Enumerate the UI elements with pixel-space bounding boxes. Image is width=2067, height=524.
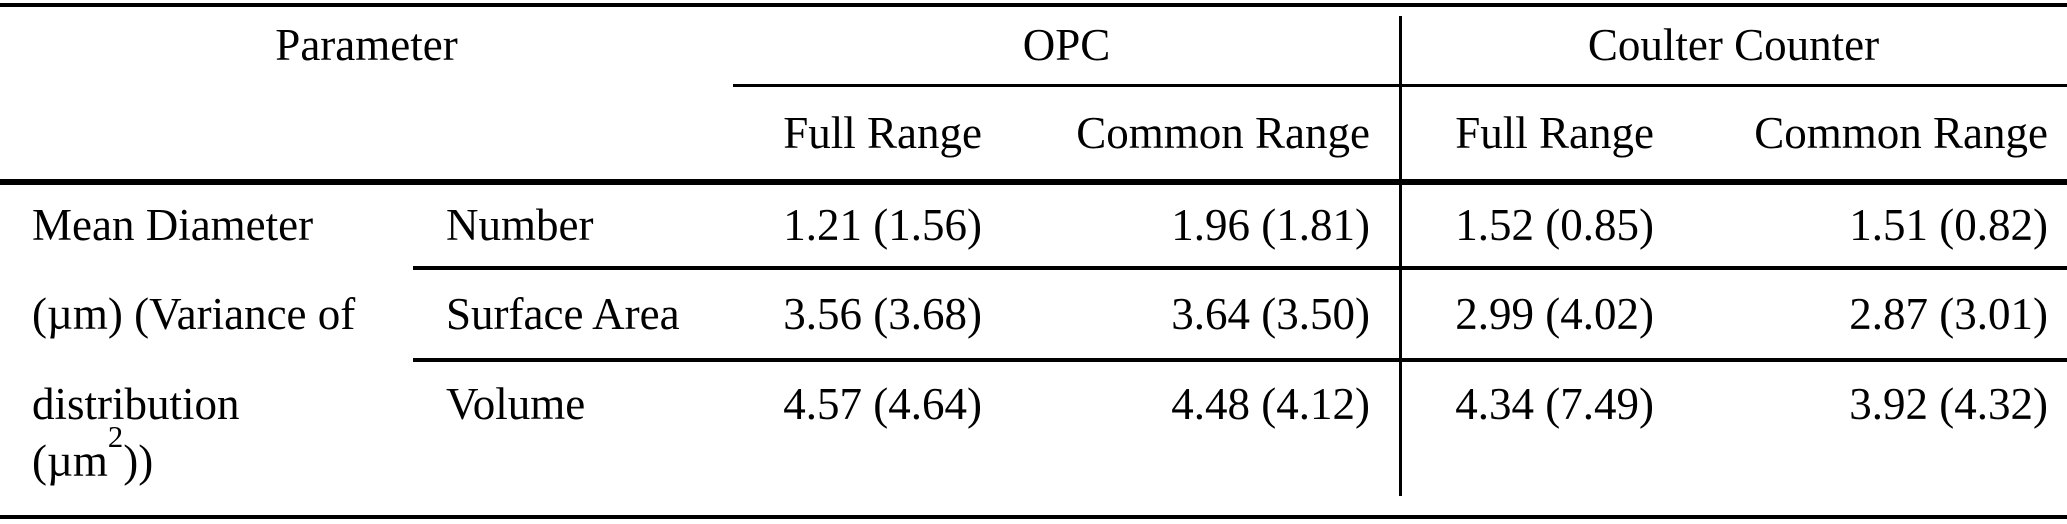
value-number-opc-common: 1.96 (1.81) [1171, 200, 1370, 250]
row-label-surface-area: Surface Area [446, 288, 680, 339]
table-row-number: Mean Diameter Number 1.21 (1.56) 1.96 (1… [0, 185, 2067, 266]
value-surface-area-opc-common: 3.64 (3.50) [1171, 288, 1370, 339]
divider-opc-coulter [1399, 16, 1402, 496]
rule-bottom [0, 515, 2067, 519]
header-row-groups: Parameter OPC Coulter Counter [0, 7, 2067, 84]
header-coulter-counter: Coulter Counter [1587, 20, 1880, 70]
value-surface-area-coulter-full: 2.99 (4.02) [1455, 288, 1654, 339]
table-row-volume: distribution (µm2)) Volume 4.57 (4.64) 4… [0, 362, 2067, 515]
subheader-coulter-common-range: Common Range [1754, 107, 2048, 158]
parameter-label-line-1: Mean Diameter [32, 200, 314, 250]
rule-under-row-surface-area [413, 358, 2067, 362]
value-volume-opc-full: 4.57 (4.64) [783, 379, 982, 429]
unit-superscript: 2 [107, 420, 124, 455]
parameter-label-lines-3-4: distribution (µm2)) [0, 362, 413, 490]
rule-under-row-number [413, 266, 2067, 270]
rule-under-subheaders [0, 179, 2067, 185]
value-number-opc-full: 1.21 (1.56) [783, 200, 982, 250]
subheader-opc-full-range: Full Range [783, 107, 982, 158]
value-volume-opc-common: 4.48 (4.12) [1171, 379, 1370, 429]
value-number-coulter-full: 1.52 (0.85) [1455, 200, 1654, 250]
value-volume-coulter-common: 3.92 (4.32) [1849, 379, 2048, 429]
parameter-label-line-4: (µm2)) [32, 420, 154, 486]
value-surface-area-opc-full: 3.56 (3.68) [783, 288, 982, 339]
row-label-volume: Volume [446, 379, 586, 429]
table-row-surface-area: (µm) (Variance of Surface Area 3.56 (3.6… [0, 270, 2067, 358]
row-label-number: Number [446, 200, 594, 250]
parameter-label-line-3: distribution [32, 379, 240, 429]
subheader-opc-common-range: Common Range [1076, 107, 1370, 158]
value-surface-area-coulter-common: 2.87 (3.01) [1849, 288, 2048, 339]
header-parameter: Parameter [275, 20, 458, 70]
value-volume-coulter-full: 4.34 (7.49) [1455, 379, 1654, 429]
header-opc: OPC [1022, 20, 1111, 70]
subheader-coulter-full-range: Full Range [1455, 107, 1654, 158]
value-number-coulter-common: 1.51 (0.82) [1849, 200, 2048, 250]
rule-top [0, 3, 2067, 7]
header-row-subcolumns: Full Range Common Range Full Range Commo… [0, 87, 2067, 179]
parameter-label-line-2: (µm) (Variance of [32, 288, 356, 339]
